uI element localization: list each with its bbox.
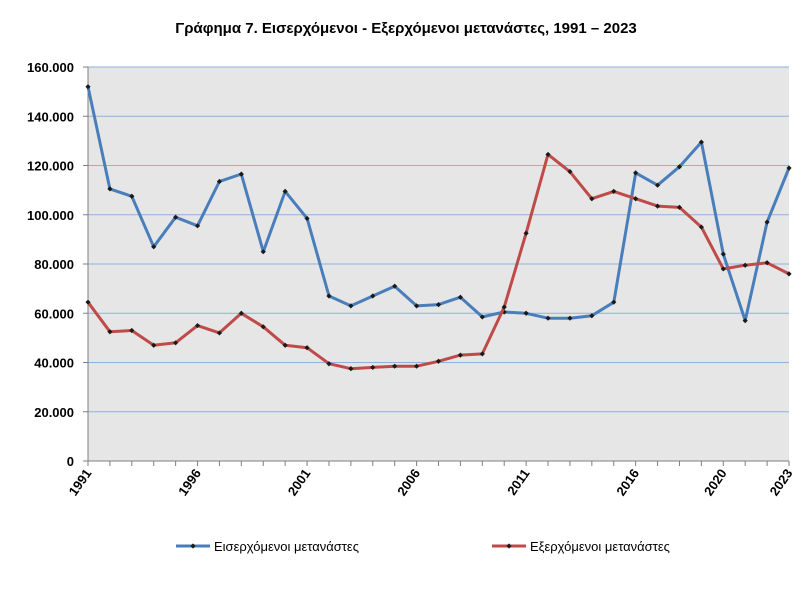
- data-point: [282, 188, 288, 194]
- data-point: [216, 330, 223, 336]
- data-point: [698, 224, 704, 230]
- y-tick-label: 60.000: [34, 306, 74, 321]
- data-point: [545, 151, 551, 158]
- data-point: [326, 361, 332, 367]
- data-point: [370, 293, 376, 299]
- data-point: [238, 171, 244, 177]
- x-tick-label: 2023: [767, 466, 796, 498]
- data-point: [567, 315, 573, 321]
- data-point: [479, 314, 485, 320]
- x-tick-label: 1991: [66, 466, 95, 498]
- chart-title: Γράφημα 7. Εισερχόμενοι - Εξερχόμενοι με…: [175, 20, 637, 37]
- x-tick-label: 2016: [613, 466, 642, 498]
- data-point: [348, 366, 354, 372]
- data-point: [611, 299, 617, 305]
- y-tick-label: 80.000: [34, 257, 74, 272]
- data-point: [742, 318, 748, 324]
- data-point: [173, 340, 179, 346]
- data-point: [260, 249, 266, 255]
- y-tick-label: 20.000: [34, 405, 74, 420]
- data-point: [567, 169, 573, 175]
- data-point: [786, 165, 792, 171]
- x-tick-label: 2011: [504, 466, 532, 498]
- y-tick-label: 0: [67, 454, 74, 469]
- data-point: [151, 342, 157, 348]
- data-point: [260, 324, 266, 330]
- x-tick-label: 1996: [175, 466, 204, 498]
- data-point: [633, 196, 639, 202]
- data-point: [216, 178, 223, 185]
- data-point: [764, 260, 770, 266]
- data-point: [479, 351, 485, 357]
- data-point: [589, 196, 595, 202]
- data-point: [151, 244, 157, 250]
- data-point: [107, 186, 113, 192]
- data-point: [129, 193, 135, 199]
- data-point: [173, 214, 179, 220]
- y-tick-label: 160.000: [27, 60, 74, 75]
- data-point: [326, 293, 332, 299]
- y-tick-label: 140.000: [27, 109, 74, 124]
- data-point: [676, 204, 683, 210]
- data-point: [611, 188, 617, 194]
- data-point: [194, 223, 201, 229]
- data-point: [304, 215, 310, 222]
- legend-label-2: Εξερχόμενοι μετανάστες: [530, 539, 670, 554]
- data-point: [282, 342, 288, 348]
- data-point: [764, 219, 770, 225]
- y-tick-label: 120.000: [27, 159, 74, 174]
- legend-label-1: Εισερχόμενοι μετανάστες: [214, 539, 359, 554]
- x-tick-label: 2006: [394, 466, 423, 498]
- data-point: [720, 266, 726, 272]
- data-point: [107, 329, 113, 335]
- data-point: [523, 230, 529, 236]
- data-point: [435, 302, 442, 308]
- data-point: [633, 170, 639, 176]
- data-point: [501, 304, 507, 310]
- y-tick-label: 100.000: [27, 208, 74, 223]
- data-point: [545, 315, 551, 321]
- data-point: [435, 358, 442, 364]
- y-tick-label: 40.000: [34, 356, 74, 371]
- data-point: [370, 364, 376, 371]
- data-point: [720, 251, 726, 257]
- data-point: [654, 182, 661, 188]
- x-tick-label: 2020: [701, 466, 730, 498]
- legend-marker: [190, 543, 196, 549]
- legend-marker: [506, 543, 512, 549]
- data-point: [304, 345, 310, 351]
- data-point: [786, 271, 792, 277]
- data-point: [457, 294, 464, 300]
- data-point: [698, 139, 704, 145]
- data-point: [392, 283, 398, 289]
- data-point: [238, 310, 244, 316]
- data-point: [457, 352, 464, 358]
- x-tick-label: 2001: [285, 466, 314, 498]
- data-point: [85, 84, 91, 90]
- data-point: [676, 164, 683, 170]
- data-point: [742, 262, 748, 268]
- data-point: [85, 299, 91, 305]
- data-point: [413, 303, 420, 309]
- data-point: [413, 363, 420, 369]
- data-point: [392, 363, 398, 369]
- data-point: [348, 303, 354, 309]
- data-point: [523, 310, 529, 316]
- data-point: [129, 327, 135, 334]
- data-point: [654, 203, 661, 209]
- data-point: [589, 313, 595, 319]
- data-point: [194, 322, 201, 329]
